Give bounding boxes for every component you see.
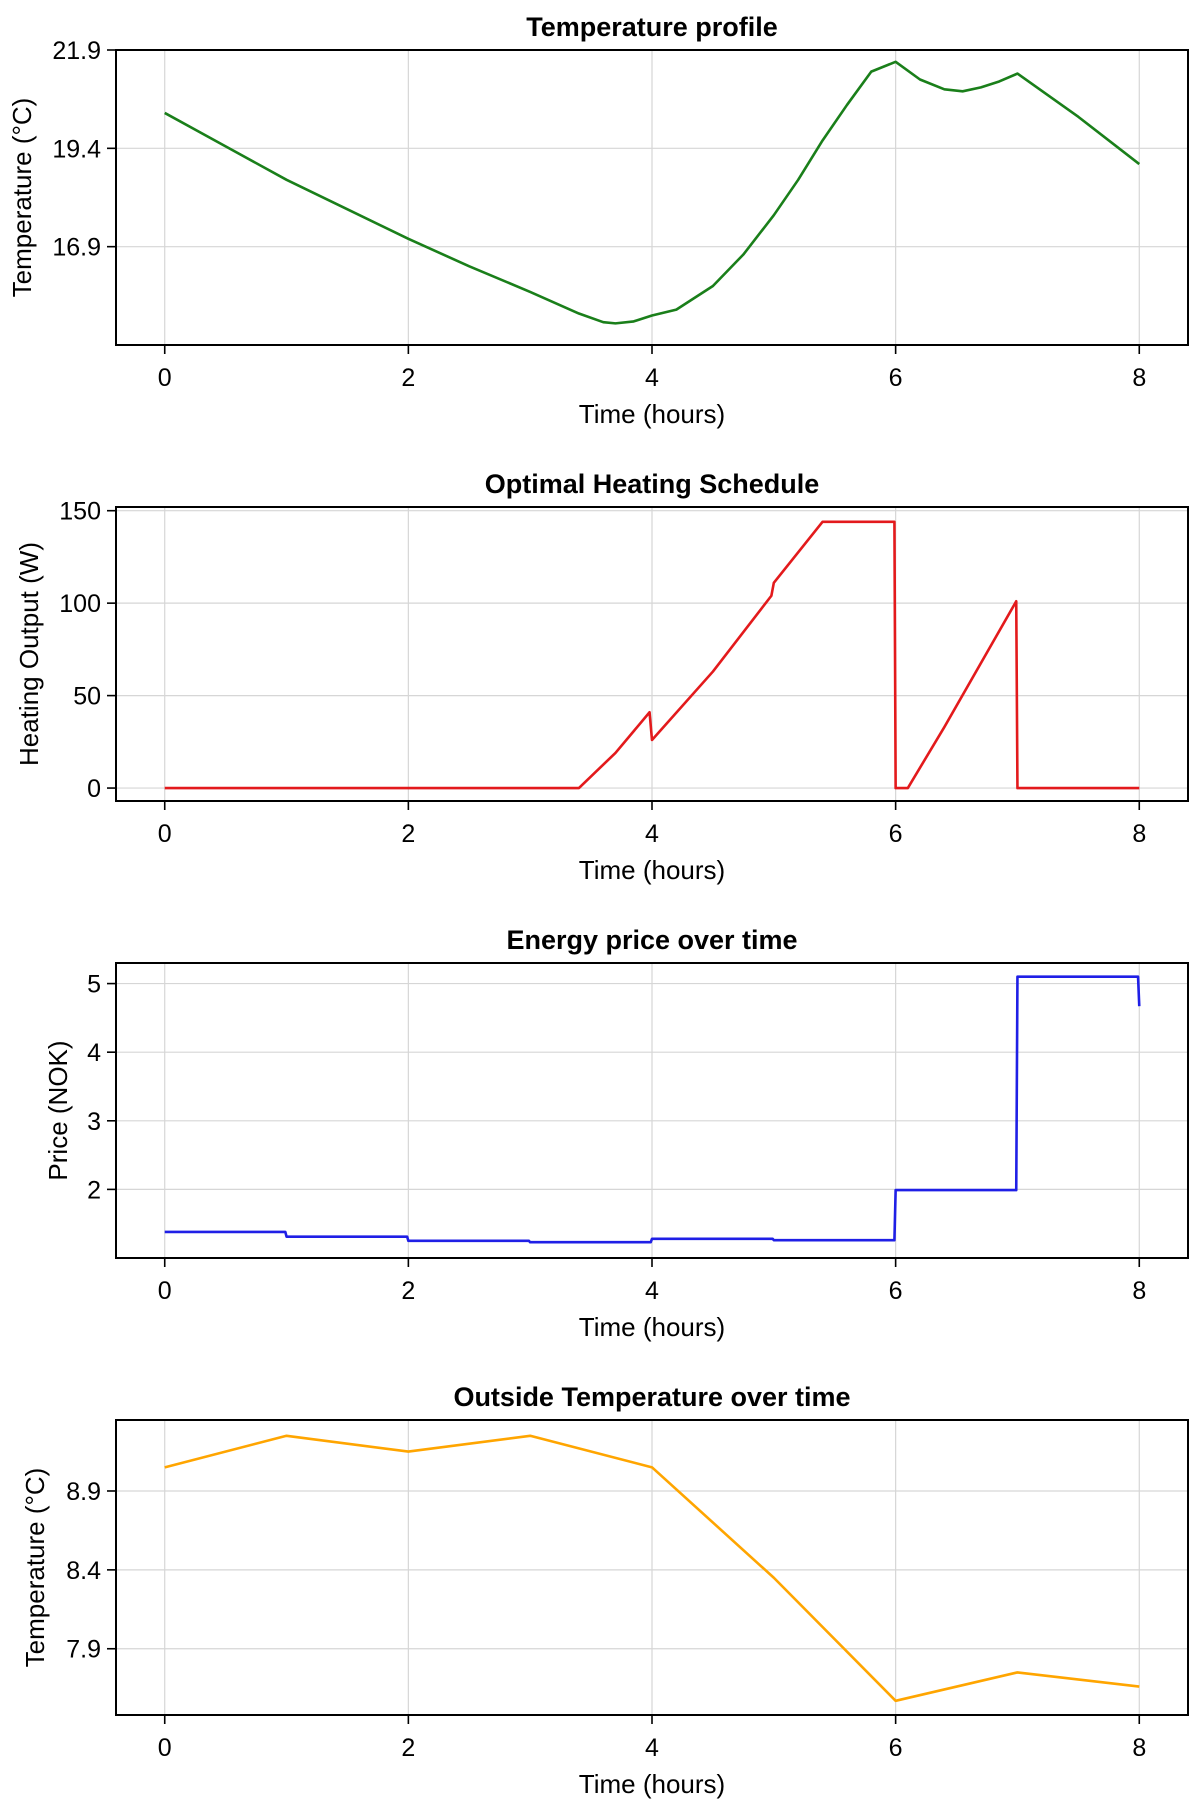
chart-panel-1: 0 2 4 6 8 16.9 19.4 21.9 Temperature profile Time… [7, 12, 1189, 429]
x-tick-label: 0 [158, 1734, 172, 1762]
chart-panel-2: 0 2 4 6 8 0 50 100 150 Optimal Heating Schedule Ti… [14, 469, 1189, 885]
x-tick-label: 0 [158, 364, 172, 392]
x-tick-label: 0 [158, 1277, 172, 1305]
y-tick-label: 19.4 [52, 135, 101, 163]
y-tick-label: 7.9 [66, 1636, 101, 1664]
x-tick-label: 2 [401, 1734, 415, 1762]
x-tick-label: 8 [1132, 364, 1146, 392]
x-tick-label: 8 [1132, 820, 1146, 848]
y-axis-label: Price (NOK) [43, 1040, 73, 1180]
x-tick-label: 4 [645, 1734, 659, 1762]
x-tick-label: 0 [158, 820, 172, 848]
y-tick-label: 21.9 [52, 37, 101, 65]
y-tick-label: 50 [73, 683, 101, 711]
x-tick-label: 2 [401, 1277, 415, 1305]
series-line [164, 975, 1141, 1244]
series-line [164, 60, 1141, 325]
x-tick-label: 2 [401, 820, 415, 848]
x-tick-label: 6 [889, 1734, 903, 1762]
x-tick-label: 6 [889, 820, 903, 848]
x-tick-label: 6 [889, 1277, 903, 1305]
x-tick-label: 4 [645, 820, 659, 848]
x-axis-label: Time (hours) [579, 855, 725, 885]
y-tick-label: 2 [87, 1176, 101, 1204]
x-tick-label: 2 [401, 364, 415, 392]
y-axis-label: Temperature (°C) [7, 98, 37, 298]
x-axis-label: Time (hours) [579, 1769, 725, 1799]
y-axis-label: Heating Output (W) [14, 542, 44, 766]
series-line [164, 520, 1140, 790]
chart-title: Temperature profile [526, 12, 778, 42]
x-axis-label: Time (hours) [579, 1312, 725, 1342]
x-axis-label: Time (hours) [579, 399, 725, 429]
chart-panel-4: 0 2 4 6 8 7.9 8.4 8.9 Outside Temperature over t… [20, 1382, 1189, 1799]
y-tick-label: 4 [87, 1039, 101, 1067]
y-tick-label: 5 [87, 971, 101, 999]
x-tick-label: 8 [1132, 1277, 1146, 1305]
x-tick-label: 4 [645, 364, 659, 392]
y-axis-label: Temperature (°C) [20, 1468, 50, 1668]
chart-title: Optimal Heating Schedule [485, 469, 820, 499]
y-tick-label: 150 [59, 498, 101, 526]
x-tick-label: 8 [1132, 1734, 1146, 1762]
y-tick-label: 8.4 [66, 1557, 101, 1585]
y-tick-label: 8.9 [66, 1478, 101, 1506]
chart-title: Energy price over time [506, 925, 797, 955]
y-tick-label: 0 [87, 775, 101, 803]
y-tick-label: 100 [59, 590, 101, 618]
chart-panel-3: 0 2 4 6 8 2 3 4 5 Energy price over time Time (hou… [43, 925, 1189, 1342]
series-line [164, 1434, 1140, 1703]
x-tick-label: 4 [645, 1277, 659, 1305]
y-tick-label: 3 [87, 1108, 101, 1136]
y-tick-label: 16.9 [52, 234, 101, 262]
chart-title: Outside Temperature over time [453, 1382, 850, 1412]
x-tick-label: 6 [889, 364, 903, 392]
